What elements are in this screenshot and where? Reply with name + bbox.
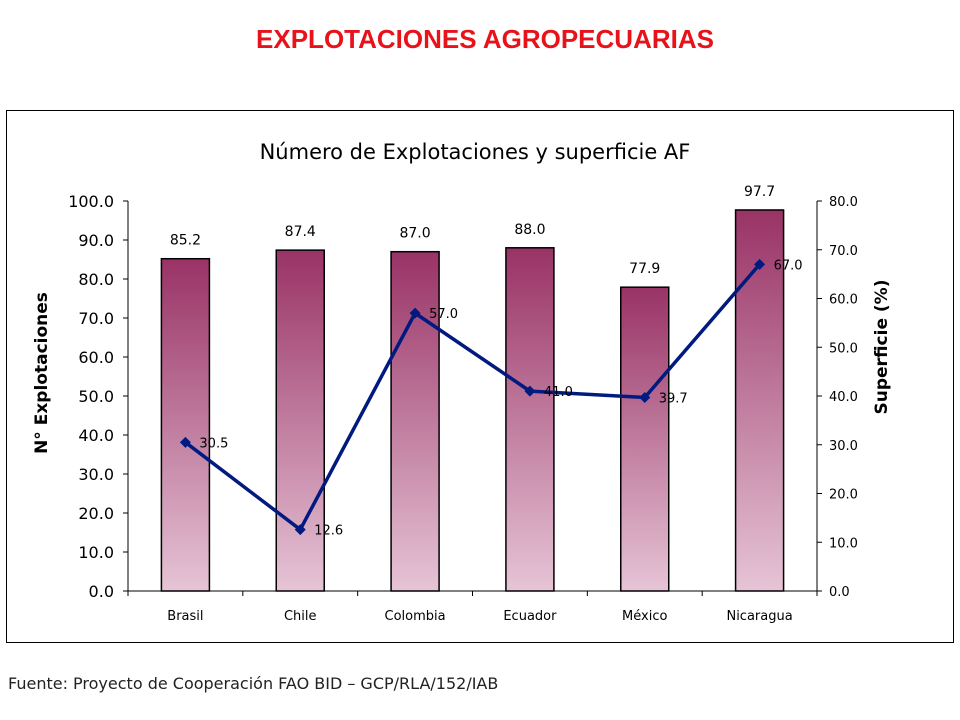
line-series	[184, 263, 761, 532]
y-tick-label: 20.0	[78, 504, 114, 523]
line-value-label: 41.0	[544, 385, 573, 400]
bar-value-label: 85.2	[170, 233, 201, 249]
y2-axis-label: Superficie (%)	[872, 280, 892, 415]
bar-value-label: 88.0	[514, 222, 545, 238]
plot-area: 85.2 87.4 87.0 88.0 77.9 97.7 0.0 10.0 20.0 30.0 4…	[68, 184, 858, 624]
line-point	[639, 391, 651, 403]
y-tick-label: 50.0	[78, 387, 114, 406]
line-value-label: 39.7	[659, 391, 688, 406]
y2-tick-label: 80.0	[829, 195, 858, 210]
y2-tick-label: 10.0	[829, 536, 858, 551]
source-note: Fuente: Proyecto de Cooperación FAO BID …	[8, 674, 499, 693]
y2-tick-label: 0.0	[829, 585, 850, 600]
x-tick-label: Colombia	[385, 609, 446, 624]
y2-tick-label: 30.0	[829, 439, 858, 454]
line-point	[294, 524, 306, 536]
y-tick-label: 10.0	[78, 543, 114, 562]
chart-frame: Número de Explotaciones y superficie AF …	[6, 110, 954, 643]
y2-tick-label: 70.0	[829, 244, 858, 259]
y2-tick-label: 50.0	[829, 341, 858, 356]
y2-tick-label: 20.0	[829, 488, 858, 503]
bar	[275, 249, 325, 592]
chart-title: Número de Explotaciones y superficie AF	[260, 140, 691, 164]
line-value-label: 57.0	[429, 307, 458, 322]
y2-tick-label: 60.0	[829, 293, 858, 308]
line-point	[524, 385, 536, 397]
bar	[390, 250, 440, 592]
y-tick-label: 60.0	[78, 348, 114, 367]
y-tick-label: 90.0	[78, 231, 114, 250]
x-tick-label: Ecuador	[503, 609, 557, 624]
x-tick-label: Nicaragua	[726, 609, 792, 624]
bar-value-label: 97.7	[744, 184, 775, 200]
y-tick-label: 80.0	[78, 270, 114, 289]
x-tick-label: Chile	[284, 609, 317, 624]
slide-title: EXPLOTACIONES AGROPECUARIAS	[256, 24, 714, 54]
bar	[160, 257, 211, 592]
y-axis-label: N° Explotaciones	[32, 292, 52, 454]
line-value-label: 67.0	[774, 258, 803, 273]
bar	[620, 286, 670, 592]
bar-value-label: 77.9	[629, 261, 660, 277]
line-point	[409, 307, 421, 319]
x-tick-label: México	[622, 609, 667, 624]
line-value-label: 30.5	[199, 436, 228, 451]
line-value-label: 12.6	[314, 524, 343, 539]
y-tick-label: 40.0	[78, 426, 114, 445]
bar	[505, 247, 555, 592]
bar-value-label: 87.4	[285, 224, 316, 240]
y-tick-label: 0.0	[89, 582, 114, 601]
line-point	[754, 258, 766, 270]
chart-svg: Número de Explotaciones y superficie AF …	[32, 140, 892, 624]
y-tick-label: 30.0	[78, 465, 114, 484]
y-tick-label: 100.0	[68, 192, 114, 211]
line-point	[179, 436, 191, 448]
y2-tick-label: 40.0	[829, 390, 858, 405]
bar-value-label: 87.0	[399, 226, 430, 242]
bar	[734, 209, 785, 592]
x-tick-label: Brasil	[167, 609, 203, 624]
y-tick-label: 70.0	[78, 309, 114, 328]
